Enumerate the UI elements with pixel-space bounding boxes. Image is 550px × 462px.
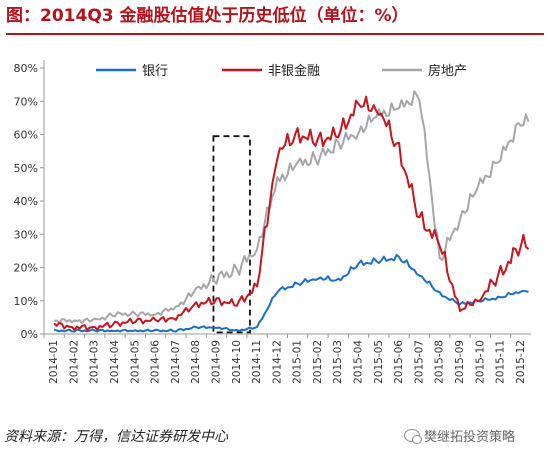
wechat-icon — [404, 429, 422, 444]
dashed-highlight-box — [212, 135, 251, 334]
x-tick-label: 2014-04 — [109, 340, 121, 384]
x-tick-label: 2015-07 — [413, 340, 425, 384]
x-tick-label: 2014-09 — [210, 340, 222, 384]
x-tick-label: 2014-07 — [170, 340, 182, 384]
x-tick-label: 2014-12 — [271, 340, 283, 384]
y-tick-label: 30% — [14, 228, 38, 241]
x-tick-label: 2014-03 — [89, 340, 101, 384]
x-tick-label: 2015-10 — [474, 340, 486, 384]
page-title: 图：2014Q3 金融股估值处于历史低位（单位：%） — [6, 6, 409, 26]
brand-label: 樊继拓投资策略 — [424, 430, 516, 445]
x-tick-label: 2015-04 — [353, 340, 365, 384]
series-line-nonbank — [53, 95, 530, 332]
series-lines — [53, 90, 530, 333]
x-tick-label: 2015-09 — [454, 340, 466, 384]
x-tick-label: 2015-06 — [393, 340, 405, 384]
x-tick-label: 2014-10 — [231, 340, 243, 384]
x-tick-label: 2014-05 — [129, 340, 141, 384]
x-tick-label: 2015-01 — [292, 340, 304, 384]
x-tick-label: 2014-11 — [251, 340, 263, 384]
legend-label-nonbank: 非银金融 — [268, 63, 320, 79]
x-tick-label: 2015-08 — [434, 340, 446, 384]
series-line-bank — [53, 253, 529, 333]
y-tick-label: 10% — [14, 295, 38, 308]
line-chart: 0% 10% 20% 30% 40% 50% 60% 70% 80% 2014-01 2014-02… — [14, 60, 531, 384]
y-tick-label: 20% — [14, 262, 38, 275]
axes: 0% 10% 20% 30% 40% 50% 60% 70% 80% 2014-01 2014-02… — [14, 60, 531, 384]
y-tick-label: 50% — [14, 162, 38, 175]
highlight-box — [212, 135, 251, 334]
legend: 银行 非银金融 房地产 — [96, 63, 467, 79]
legend-label-bank: 银行 — [142, 64, 168, 79]
source-note: 资料来源：万得，信达证券研发中心 — [4, 429, 228, 445]
brand-watermark: 樊继拓投资策略 — [404, 426, 515, 445]
x-tick-label: 2014-01 — [48, 340, 60, 384]
x-tick-label: 2015-11 — [495, 340, 507, 384]
x-tick-label: 2015-03 — [332, 340, 344, 384]
x-tick-label: 2015-02 — [312, 340, 324, 384]
x-tick-label: 2015-05 — [373, 340, 385, 384]
y-tick-label: 0% — [21, 328, 38, 341]
y-tick-label: 40% — [14, 195, 38, 208]
legend-label-realestate: 房地产 — [428, 63, 467, 79]
title-divider — [6, 33, 544, 35]
y-tick-label: 70% — [14, 95, 38, 108]
x-tick-label: 2014-08 — [190, 340, 202, 384]
x-tick-label: 2015-12 — [515, 340, 527, 384]
y-tick-label: 80% — [14, 62, 38, 75]
x-tick-label: 2014-02 — [68, 340, 80, 384]
series-line-realestate — [54, 90, 530, 325]
x-tick-label: 2014-06 — [150, 340, 162, 384]
y-tick-label: 60% — [14, 129, 38, 142]
